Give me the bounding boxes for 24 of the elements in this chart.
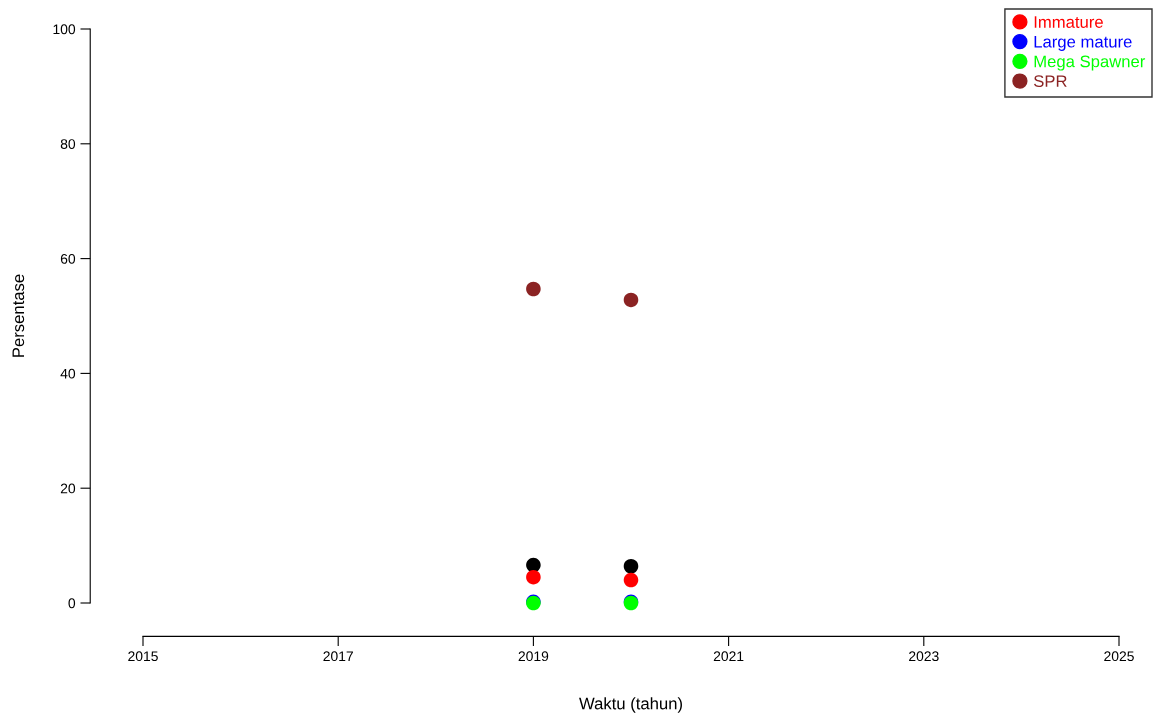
legend-label: Mega Spawner	[1034, 55, 1146, 71]
point	[623, 558, 639, 574]
y-axis-title: Persentase	[12, 274, 25, 357]
x-tick-label: 2015	[128, 651, 158, 662]
legend-label: Large mature	[1034, 35, 1132, 51]
x-tick-label: 2021	[713, 651, 744, 662]
legend-label: Immature	[1034, 16, 1103, 28]
x-tick-label: 2025	[1104, 651, 1134, 662]
point	[526, 557, 541, 573]
point	[526, 569, 541, 585]
point	[623, 292, 639, 308]
x-tick-label: 2017	[323, 651, 353, 662]
y-tick-label: 0	[68, 598, 76, 609]
x-tick-label: 2019	[518, 651, 549, 662]
legend-label: SPR	[1034, 75, 1067, 88]
point	[526, 281, 541, 297]
point	[623, 572, 639, 588]
y-tick-label: 60	[60, 253, 76, 264]
y-tick-label: 40	[60, 368, 76, 379]
y-tick-label: 80	[60, 139, 76, 149]
y-tick-label: 20	[60, 483, 76, 494]
x-axis-title: Waktu (tahun)	[579, 697, 682, 713]
y-tick-label: 100	[53, 24, 76, 35]
x-tick-label: 2023	[909, 651, 939, 662]
